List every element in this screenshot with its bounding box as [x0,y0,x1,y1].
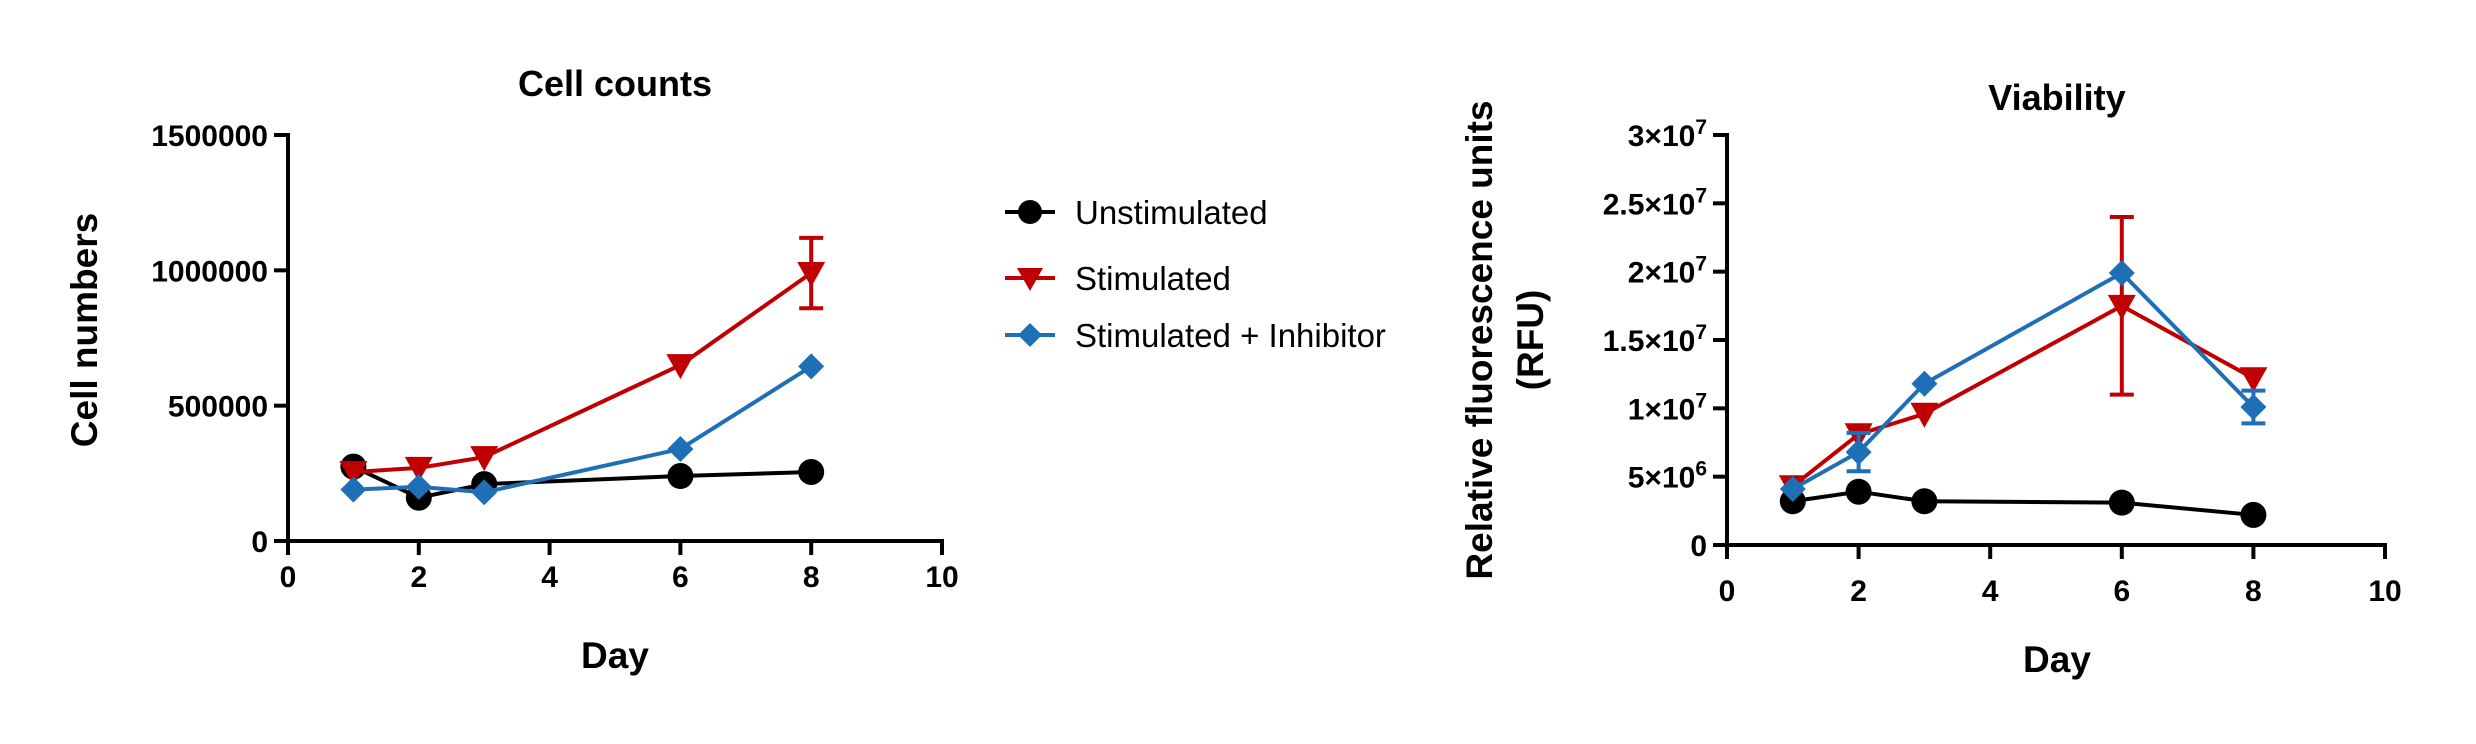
data-point-diamond [2240,393,2267,420]
legend-label: Stimulated [1075,260,1231,297]
series-stimulated [1778,215,2268,501]
data-point-triangle [797,262,826,288]
x-tick-label: 8 [2245,575,2262,608]
y-tick-label: 5×106 [1628,458,1707,495]
data-point-diamond [471,479,498,506]
y-tick-label: 1000000 [151,255,268,288]
x-tick-label: 4 [1982,575,1999,608]
x-axis-label: Day [2023,639,2091,680]
y-tick-label: 2.5×107 [1603,184,1707,221]
data-point-diamond [1779,475,1806,502]
x-tick-label: 6 [2113,575,2130,608]
data-point-triangle [2107,294,2136,320]
x-tick-label: 2 [410,561,427,594]
legend: Unstimulated Stimulated Stimulated + Inh… [1005,194,1386,354]
series-stimulated-inhibitor [1779,260,2267,502]
y-tick-label: 500000 [168,391,268,424]
x-tick-label: 4 [541,561,558,594]
data-point-diamond [340,476,367,503]
y-tick-label: 1×107 [1628,389,1707,426]
y-axis-label: Cell numbers [64,213,105,447]
data-point-diamond [2108,260,2135,287]
series-unstimulated [1779,478,2267,528]
data-point-triangle [1910,402,1939,428]
y-tick-label: 2×107 [1628,253,1707,290]
triangle-down-marker-icon [1017,268,1043,291]
data-point-circle [1845,478,1872,505]
legend-label: Unstimulated [1075,194,1268,231]
data-point-diamond [1911,370,1938,397]
data-point-diamond [1845,439,1872,466]
circle-marker-icon [1018,200,1042,224]
x-tick-label: 0 [280,561,297,594]
data-point-diamond [667,435,694,462]
y-tick-label: 0 [1690,530,1707,563]
y-axis-label-line-1: Relative fluorescence units [1459,100,1500,579]
series-stimulated [339,235,826,486]
data-point-circle [1911,488,1938,515]
data-point-circle [667,463,694,490]
y-tick-label: 1500000 [151,120,268,153]
data-point-circle [2108,489,2135,516]
data-point-circle [2240,501,2267,528]
data-point-triangle [2239,367,2268,393]
y-tick-label: 0 [251,526,268,559]
y-tick-label: 1.5×107 [1603,321,1707,358]
diamond-marker-icon [1018,323,1042,347]
data-point-triangle [404,456,433,482]
data-point-triangle [666,354,695,380]
data-point-triangle [470,446,499,472]
legend-label: Stimulated + Inhibitor [1075,317,1386,354]
series-line [353,271,813,474]
y-tick-label: 3×107 [1628,116,1707,153]
x-tick-label: 10 [925,561,958,594]
viability-chart: Viability Relative fluorescence units (R… [1459,77,2402,680]
x-tick-label: 6 [672,561,689,594]
legend-item-unstimulated: Unstimulated [1005,194,1268,231]
legend-item-stimulated-inhibitor: Stimulated + Inhibitor [1005,317,1386,354]
y-axis-label-line-2: (RFU) [1510,290,1551,391]
chart-title: Viability [1988,77,2125,118]
legend-item-stimulated: Stimulated [1005,260,1231,297]
series-stimulated-inhibitor [340,353,825,506]
x-tick-label: 8 [803,561,820,594]
x-tick-label: 0 [1719,575,1736,608]
data-point-diamond [405,473,432,500]
cell-counts-chart: Cell counts Cell numbers Day 0 2 4 6 8 10 0 500… [64,63,959,676]
data-point-circle [798,458,825,485]
data-point-triangle [339,460,368,486]
x-tick-label: 2 [1850,575,1867,608]
x-tick-label: 10 [2368,575,2401,608]
data-point-diamond [798,353,825,380]
chart-title: Cell counts [518,63,712,104]
x-axis-label: Day [581,635,649,676]
